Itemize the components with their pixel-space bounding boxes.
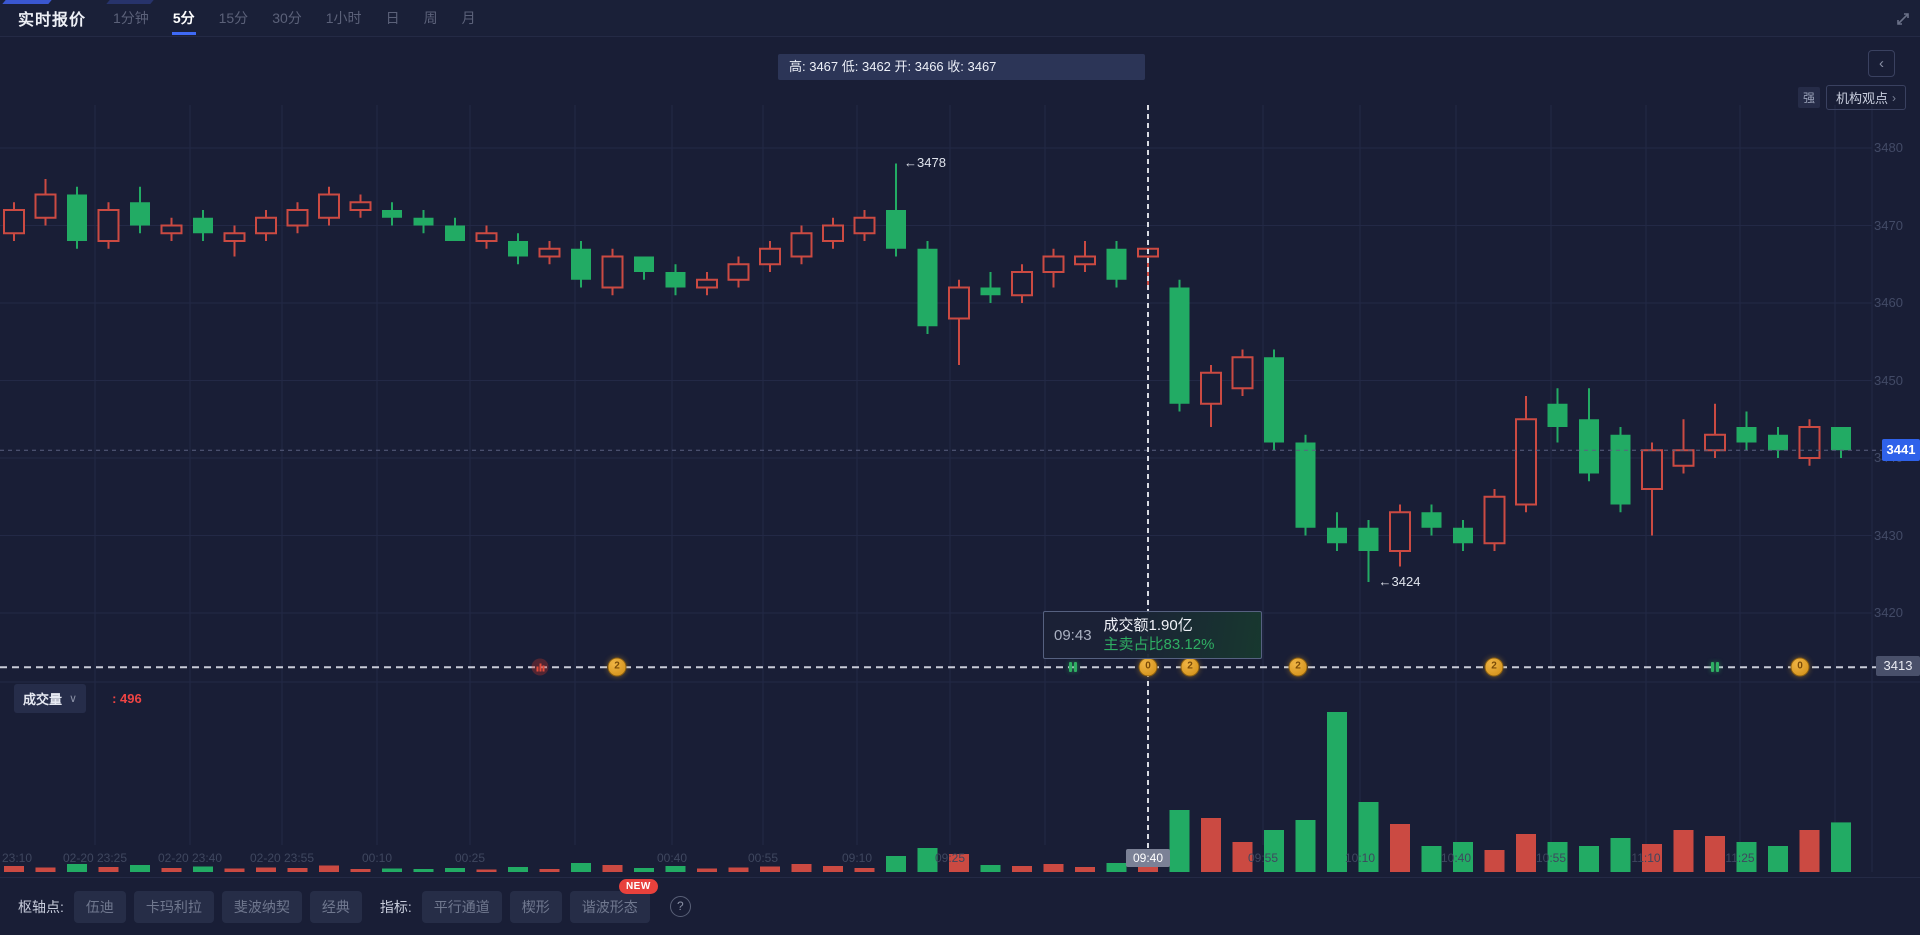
pivot-button-斐波纳契[interactable]: 斐波纳契 — [221, 890, 302, 923]
indicator-button-楔形[interactable]: 楔形 — [509, 890, 562, 923]
coin-marker-icon[interactable]: 2 — [1484, 657, 1504, 677]
tab-30分[interactable]: 30分 — [272, 10, 302, 26]
interval-tabs: 1分钟 5分 15分 30分 1小时 日 周 月 — [112, 0, 477, 36]
org-view-label: 机构观点 — [1835, 91, 1888, 106]
coin-marker-icon[interactable]: 2 — [1288, 657, 1308, 677]
org-view-row: 强 机构观点 › — [1797, 85, 1906, 110]
time-tick-label: 02-20 23:40 — [157, 851, 223, 865]
pivot-label: 枢轴点: — [18, 898, 64, 915]
time-tick-label: 02-20 23:55 — [249, 851, 315, 865]
volume-value: : 496 — [112, 691, 142, 706]
time-tick-label: 10:40 — [1440, 851, 1472, 865]
tooltip-turnover: 成交额1.90亿 — [1103, 617, 1193, 634]
tab-1小时[interactable]: 1小时 — [325, 10, 362, 26]
time-tick-label: 02-20 23:25 — [62, 851, 128, 865]
price-tick-label: 3420 — [1874, 605, 1903, 620]
chevron-right-icon: › — [1892, 90, 1896, 105]
last-price-badge: 3441 — [1882, 439, 1920, 461]
price-tick-label: 3450 — [1874, 372, 1903, 388]
tooltip-time: 09:43 — [1054, 626, 1092, 644]
time-tick-label: 00:10 — [361, 851, 393, 865]
time-tick-label: 11:25 — [1725, 851, 1755, 865]
pivot-button-伍迪[interactable]: 伍迪 — [73, 890, 126, 923]
org-view-link[interactable]: 机构观点 › — [1825, 85, 1906, 110]
indicator-button-平行通道[interactable]: 平行通道 — [421, 890, 502, 923]
pivot-button-卡玛利拉[interactable]: 卡玛利拉 — [133, 890, 214, 923]
time-tick-label: 00:25 — [454, 851, 486, 865]
tab-日[interactable]: 日 — [385, 10, 400, 26]
coin-marker-icon[interactable]: 2 — [607, 657, 627, 677]
pivot-buttons: 伍迪 卡玛利拉 斐波纳契 经典 — [73, 890, 362, 923]
red-bars-marker-icon[interactable] — [531, 658, 549, 676]
crosshair-tooltip: 09:43 成交额1.90亿 主卖占比83.12% — [1043, 611, 1262, 659]
time-tick-label: 11:10 — [1631, 851, 1661, 865]
collapse-button[interactable]: ‹ — [1868, 50, 1895, 77]
marker-price-badge: 3413 — [1876, 656, 1920, 676]
tab-月[interactable]: 月 — [461, 10, 476, 26]
help-icon[interactable]: ? — [669, 896, 691, 917]
time-tick-label: 00:55 — [747, 851, 779, 865]
crosshair-time-label: 09:40 — [1125, 849, 1171, 867]
chevron-down-icon: ∨ — [69, 693, 78, 705]
low-annotation: ←3424 — [1378, 574, 1421, 589]
page-title: 实时报价 — [18, 12, 87, 29]
time-tick-label: 10:10 — [1344, 851, 1376, 865]
coin-marker-icon[interactable]: 0 — [1138, 657, 1158, 677]
tooltip-body: 成交额1.90亿 主卖占比83.12% — [1104, 616, 1215, 654]
time-tick-label: 10:55 — [1535, 851, 1567, 865]
tab-5分[interactable]: 5分 — [171, 1, 196, 35]
green-bars-marker-icon[interactable] — [1711, 662, 1719, 673]
time-tick-label: 09:25 — [934, 851, 966, 865]
tab-周[interactable]: 周 — [423, 10, 438, 26]
green-bars-marker-icon[interactable] — [1069, 662, 1077, 673]
strength-badge: 强 — [1797, 87, 1820, 108]
volume-header: 成交量 ∨ : 496 — [14, 684, 142, 713]
expand-icon[interactable] — [1894, 10, 1912, 33]
time-tick-label: 23:10 — [1, 851, 33, 865]
coin-marker-icon[interactable]: 0 — [1790, 657, 1810, 677]
volume-label: 成交量 — [23, 692, 63, 707]
price-tick-label: 3470 — [1874, 217, 1903, 233]
decorative-slash — [106, 0, 154, 4]
tab-15分[interactable]: 15分 — [218, 10, 249, 26]
decorative-slash — [2, 0, 52, 4]
bottom-toolbar: 枢轴点: 伍迪 卡玛利拉 斐波纳契 经典 指标: 平行通道 楔形 谐波形态 NEW ? — [0, 877, 1920, 935]
topbar: 实时报价 1分钟 5分 15分 30分 1小时 日 周 月 — [0, 0, 1920, 37]
price-tick-label: 3480 — [1874, 140, 1903, 155]
indicator-buttons: 平行通道 楔形 谐波形态 NEW — [421, 878, 658, 923]
price-tick-label: 3430 — [1874, 527, 1903, 543]
time-tick-label: 09:10 — [841, 851, 873, 865]
pivot-button-经典[interactable]: 经典 — [309, 890, 362, 923]
indicator-label: 指标: — [379, 898, 412, 915]
indicator-button-谐波形态[interactable]: 谐波形态 NEW — [569, 878, 658, 923]
volume-indicator-select[interactable]: 成交量 ∨ — [14, 684, 87, 713]
new-badge: NEW — [618, 878, 658, 894]
high-annotation: ←3478 — [904, 154, 946, 170]
tab-1分钟[interactable]: 1分钟 — [113, 10, 149, 26]
time-tick-label: 00:40 — [656, 851, 688, 865]
price-tick-label: 3460 — [1874, 295, 1903, 310]
coin-marker-icon[interactable]: 2 — [1180, 657, 1200, 677]
time-tick-label: 09:55 — [1247, 851, 1279, 865]
tooltip-sell-ratio: 主卖占比83.12% — [1103, 636, 1215, 653]
ohlc-summary: 高: 3467 低: 3462 开: 3466 收: 3467 — [778, 54, 1145, 80]
